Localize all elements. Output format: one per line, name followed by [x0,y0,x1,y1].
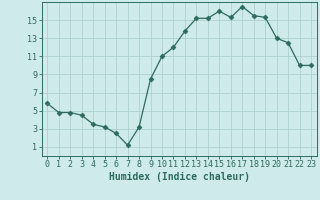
X-axis label: Humidex (Indice chaleur): Humidex (Indice chaleur) [109,172,250,182]
